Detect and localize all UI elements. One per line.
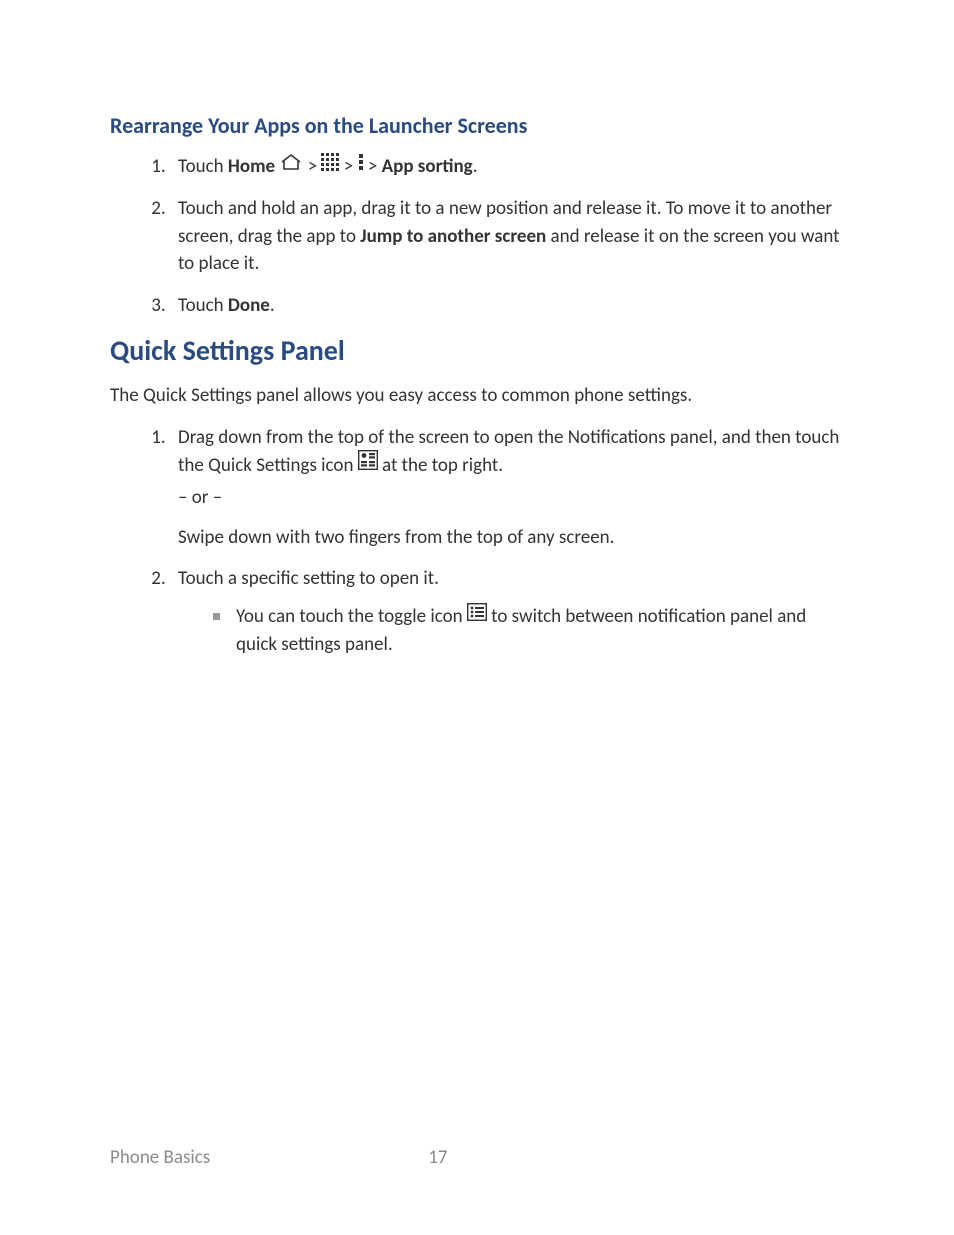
footer-page-number: 17: [428, 1146, 447, 1169]
step1-appsorting-bold: App sorting: [382, 155, 473, 178]
document-page: Rearrange Your Apps on the Launcher Scre…: [0, 0, 954, 1235]
step1-gt1: >: [303, 155, 321, 178]
step1-gt2: >: [339, 155, 357, 178]
quick-settings-icon: [358, 450, 378, 479]
step1-gt3: >: [364, 155, 382, 178]
step3-prefix: Touch: [178, 294, 228, 317]
qstep2-text: Touch a specific setting to open it.: [178, 567, 439, 590]
quick-intro-paragraph: The Quick Settings panel allows you easy…: [110, 382, 844, 410]
step1-period: .: [473, 155, 478, 178]
step3-period: .: [270, 294, 275, 317]
qstep1-or: – or –: [178, 484, 844, 512]
quick-steps-list: Drag down from the top of the screen to …: [110, 424, 844, 659]
bullet-before-icon: You can touch the toggle icon: [236, 605, 467, 628]
qstep1-line1-before: Drag down from the top of the screen to …: [178, 426, 839, 477]
qstep2-bullet-1: You can touch the toggle icon to swit: [213, 603, 844, 659]
step2-jump-bold: Jump to another screen: [360, 225, 546, 248]
rearrange-step-2: Touch and hold an app, drag it to a new …: [170, 195, 844, 278]
step1-prefix: Touch: [178, 155, 228, 178]
qstep1-line2: Swipe down with two fingers from the top…: [178, 524, 844, 552]
quick-step-2: Touch a specific setting to open it. You…: [170, 565, 844, 658]
quick-step-1: Drag down from the top of the screen to …: [170, 424, 844, 551]
toggle-list-icon: [467, 602, 487, 630]
rearrange-step-3: Touch Done.: [170, 292, 844, 320]
home-icon: [279, 152, 303, 180]
grid-icon: [321, 152, 339, 180]
heading-quick-settings: Quick Settings Panel: [110, 333, 844, 368]
qstep1-line1-after: at the top right.: [378, 454, 503, 477]
qstep2-sub-bullets: You can touch the toggle icon to swit: [213, 603, 844, 659]
page-footer: Phone Basics 17: [110, 1146, 844, 1169]
rearrange-step-1: Touch Home > >: [170, 153, 844, 181]
footer-section-name: Phone Basics: [110, 1146, 210, 1169]
heading-rearrange: Rearrange Your Apps on the Launcher Scre…: [110, 112, 844, 139]
step1-home-bold: Home: [228, 155, 275, 178]
bullet-square-icon: [213, 613, 220, 620]
bullet-content: You can touch the toggle icon to swit: [236, 603, 844, 659]
step3-done-bold: Done: [228, 294, 270, 317]
rearrange-steps-list: Touch Home > >: [110, 153, 844, 319]
menu-dots-icon: [358, 152, 364, 180]
